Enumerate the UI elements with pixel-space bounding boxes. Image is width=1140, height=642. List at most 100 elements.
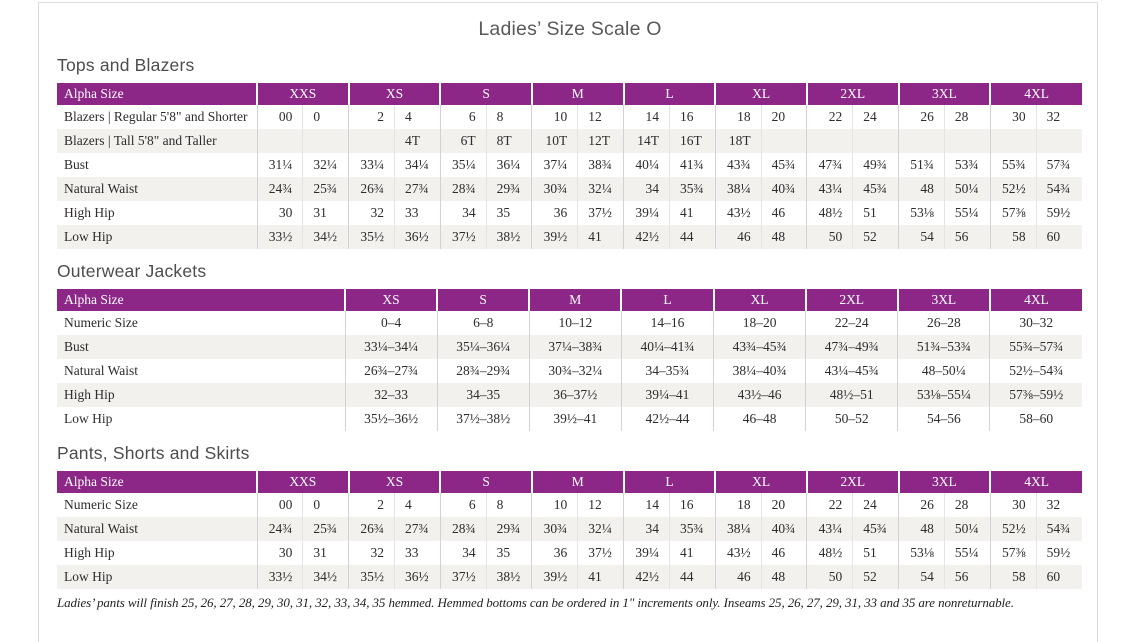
size-cell: 34–35	[436, 383, 530, 407]
size-group-header-s: S	[439, 471, 532, 493]
size-cell: 29¾	[485, 177, 532, 201]
size-cell: 10–12	[528, 311, 622, 335]
size-cell: 55¼	[943, 201, 991, 225]
size-cell: 26¾	[348, 177, 395, 201]
size-cell: 20	[760, 105, 807, 129]
size-cell	[760, 129, 807, 153]
size-cell: 41	[668, 541, 716, 565]
size-cell: 32	[348, 541, 395, 565]
size-cell: 43¾	[714, 153, 762, 177]
size-cell: 43½	[714, 201, 762, 225]
size-cell: 52½–54¾	[989, 359, 1082, 383]
size-cell: 35½	[348, 565, 395, 589]
size-cell: 54	[898, 225, 945, 249]
size-cell: 27¾	[393, 177, 441, 201]
size-group-header-2xl: 2XL	[805, 471, 899, 493]
size-cell: 16T	[668, 129, 716, 153]
size-cell: 34¼	[393, 153, 441, 177]
size-cell	[806, 129, 853, 153]
size-cell: 48½	[806, 541, 853, 565]
size-cell: 16	[668, 105, 716, 129]
size-cell: 53¾	[943, 153, 991, 177]
size-cell: 46	[714, 565, 762, 589]
section-heading: Outerwear Jackets	[57, 261, 207, 281]
size-cell: 53⅛	[898, 541, 945, 565]
size-cell: 58	[989, 565, 1037, 589]
size-cell: 45¾	[852, 517, 899, 541]
size-cell: 40¾	[760, 177, 807, 201]
size-cell: 6	[439, 493, 487, 517]
size-group-header-2xl: 2XL	[805, 83, 899, 105]
size-cell: 53⅛	[898, 201, 945, 225]
size-cell: 34	[623, 517, 670, 541]
size-cell: 35¾	[668, 177, 716, 201]
table-header: Alpha Size XS S M L XL 2XL 3XL 4XL	[57, 289, 1082, 311]
size-cell: 28¾	[439, 177, 487, 201]
section-outerwear-jackets: Outerwear Jackets Alpha Size XS S M L XL 2XL 3XL…	[57, 261, 1083, 431]
size-cell: 37½	[439, 225, 487, 249]
table-body: Numeric Size 00 0 2 4 6 8 10 12 14 16 18 20 22 24 26 28 3…	[57, 493, 1082, 589]
size-cell: 40¾	[760, 517, 807, 541]
size-cell: 47¾	[806, 153, 853, 177]
size-cell: 57¾	[1035, 153, 1082, 177]
header-row: Alpha Size XS S M L XL 2XL 3XL 4XL	[57, 289, 1082, 311]
size-cell: 26¾	[348, 517, 395, 541]
size-cell: 26	[898, 493, 945, 517]
size-cell: 30	[989, 105, 1037, 129]
row-label: High Hip	[57, 383, 345, 407]
size-cell: 14–16	[620, 311, 714, 335]
size-cell: 2	[348, 493, 395, 517]
size-cell: 34½	[302, 225, 349, 249]
size-cell: 32–33	[344, 383, 438, 407]
size-cell: 53⅛–55¼	[897, 383, 990, 407]
row-label: Natural Waist	[64, 363, 139, 378]
size-table-outerwear-jackets: Alpha Size XS S M L XL 2XL 3XL 4XL Numeric Size 0–…	[57, 289, 1082, 431]
size-cell	[348, 129, 395, 153]
size-cell: 41	[577, 565, 624, 589]
size-cell: 43½–46	[712, 383, 806, 407]
header-row: Alpha Size XXS XS S M L XL 2XL 3XL 4XL	[57, 471, 1082, 493]
size-cell: 42½–44	[620, 407, 714, 431]
row-label: Natural Waist	[57, 517, 257, 541]
size-cell: 28¾–29¾	[436, 359, 530, 383]
size-cell: 44	[668, 225, 716, 249]
size-cell	[256, 129, 303, 153]
size-cell: 57⅜	[989, 541, 1037, 565]
size-cell: 10	[531, 105, 578, 129]
size-cell: 48	[760, 225, 807, 249]
size-group-header-s: S	[439, 83, 532, 105]
size-cell: 22	[806, 105, 853, 129]
size-group-header-xl: XL	[712, 289, 806, 311]
size-cell: 48½	[806, 201, 853, 225]
size-cell: 30¾–32¼	[528, 359, 622, 383]
size-cell: 34	[623, 177, 670, 201]
size-group-header-l: L	[622, 83, 716, 105]
size-cell: 34	[439, 541, 487, 565]
size-cell: 18T	[714, 129, 762, 153]
size-cell: 33¼–34¼	[344, 335, 438, 359]
size-cell: 54¾	[1035, 177, 1082, 201]
size-cell: 44	[668, 565, 716, 589]
size-cell: 49¾	[852, 153, 899, 177]
size-cell: 12	[577, 105, 624, 129]
size-cell: 48	[898, 517, 945, 541]
size-cell: 40¼–41¾	[620, 335, 714, 359]
size-cell: 25¾	[302, 517, 349, 541]
size-cell: 33	[393, 201, 441, 225]
size-cell: 50¼	[943, 177, 991, 201]
size-cell: 52	[852, 225, 899, 249]
size-group-header-xl: XL	[714, 83, 807, 105]
size-cell: 6	[439, 105, 487, 129]
size-cell: 58–60	[989, 407, 1082, 431]
size-cell: 38¾	[577, 153, 624, 177]
size-cell: 28	[943, 105, 991, 129]
size-cell: 52	[852, 565, 899, 589]
size-cell: 38¼–40¾	[712, 359, 806, 383]
size-cell: 14	[623, 105, 670, 129]
size-group-header-xs: XS	[343, 289, 438, 311]
table-row-low-hip: Low Hip 35½–36½ 37½–38½ 39½–41 42½–44 46–48 50…	[57, 407, 1082, 431]
size-group-header-xs: XS	[347, 471, 441, 493]
size-cell: 55¾–57¾	[989, 335, 1082, 359]
size-cell: 24¾	[256, 177, 303, 201]
size-cell: 43½	[714, 541, 762, 565]
